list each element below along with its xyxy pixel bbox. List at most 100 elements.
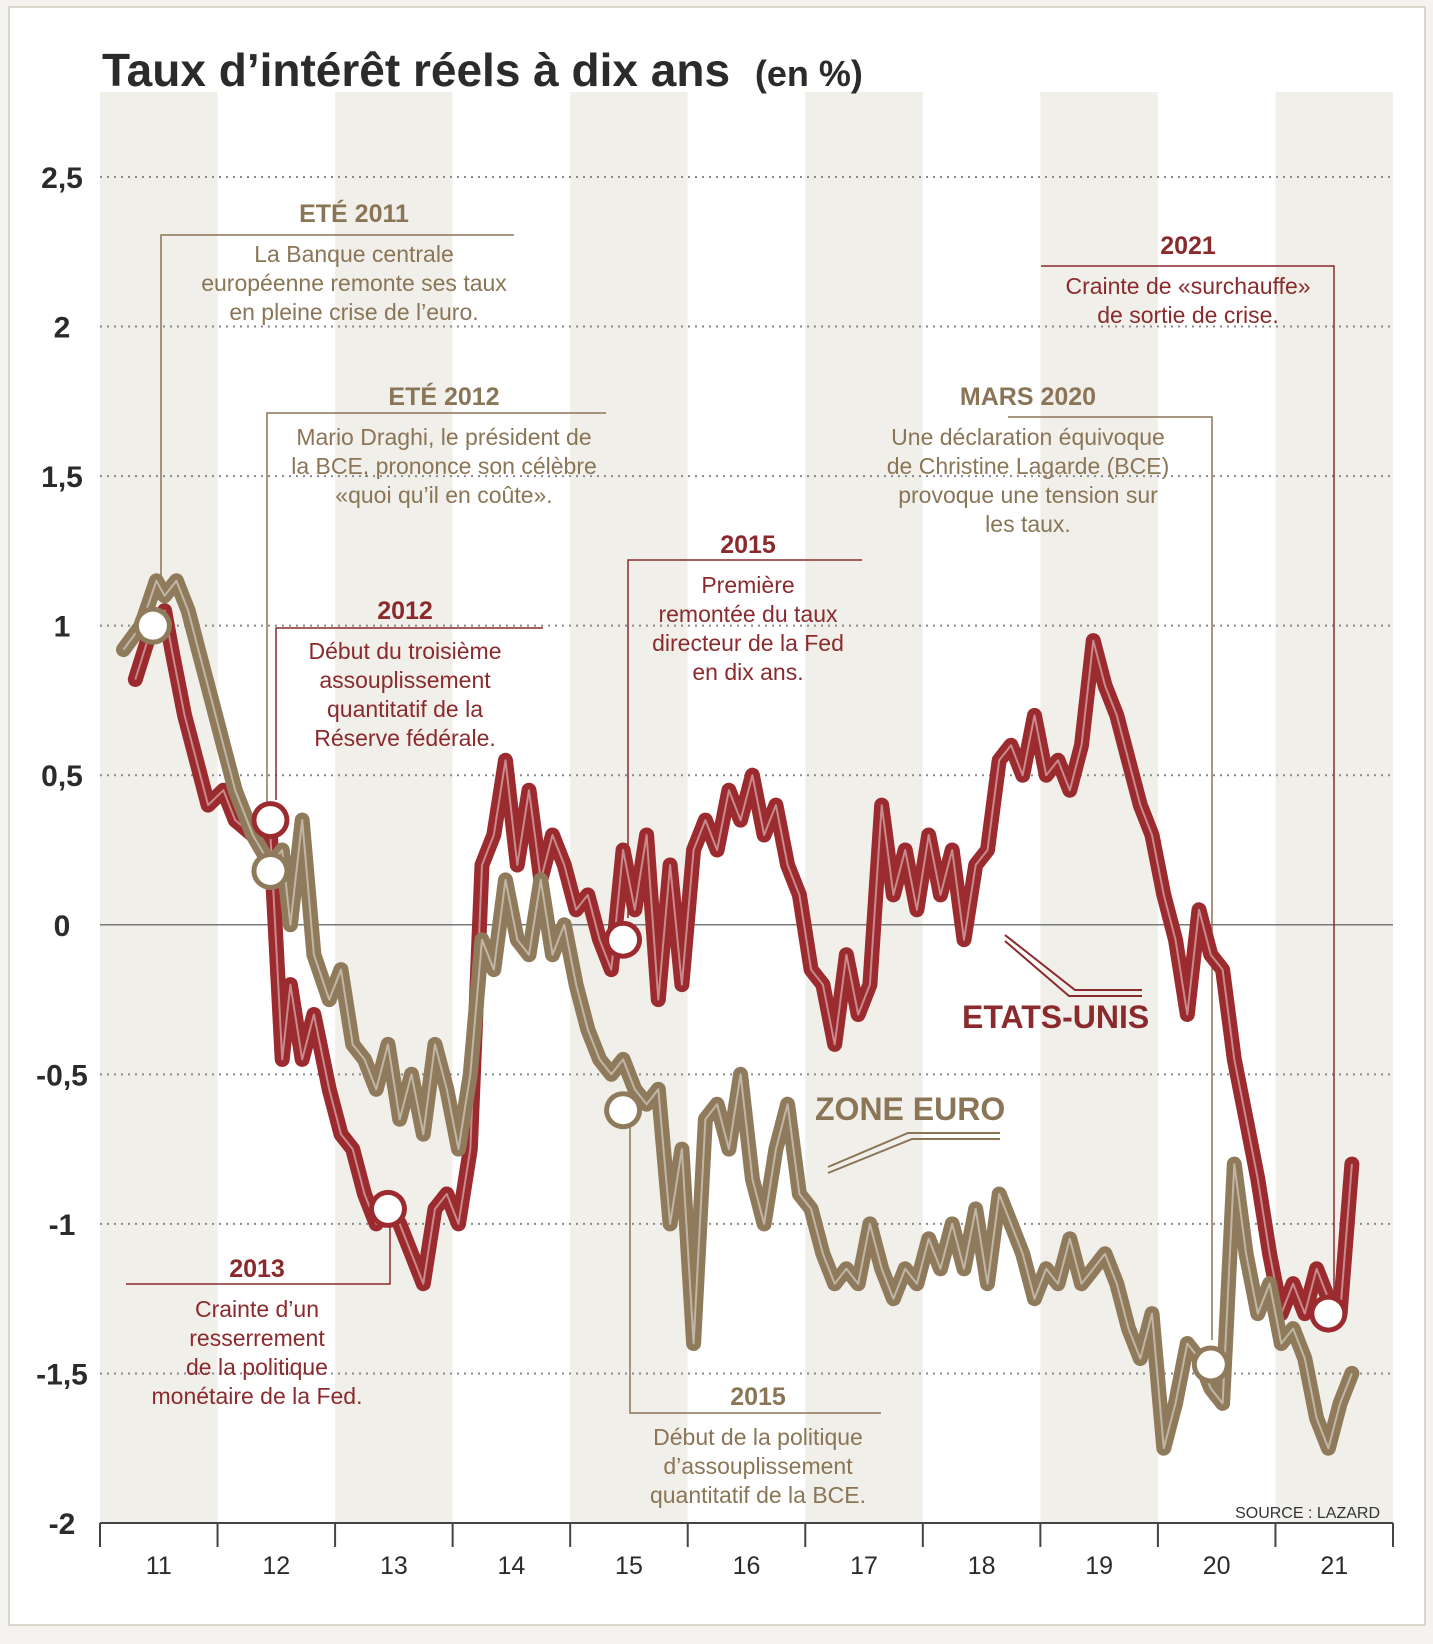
y-tick-labels: 2,5 2 1,5 1 0,5 0 -0,5 -1 -1,5 -2 bbox=[36, 162, 88, 1541]
series-label-eu: ZONE EURO bbox=[815, 1091, 1005, 1174]
x-tick-label: 20 bbox=[1203, 1552, 1231, 1580]
annotation-line: en pleine crise de l’euro. bbox=[229, 299, 478, 325]
annotation-leaders bbox=[126, 234, 1335, 1414]
annotation-title: 2015 bbox=[720, 531, 776, 559]
annotation-line: européenne remonte ses taux bbox=[201, 270, 507, 296]
annotation-line: quantitatif de la bbox=[327, 696, 483, 722]
series-line-highlight bbox=[122, 579, 1353, 1450]
annotation-leader bbox=[275, 627, 543, 800]
annotation-leader bbox=[126, 1215, 391, 1285]
annotation-line: Première bbox=[701, 572, 794, 598]
axes bbox=[99, 1522, 1394, 1547]
annotation-line: quantitatif de la BCE. bbox=[650, 1482, 866, 1508]
event-marker-core bbox=[609, 1096, 638, 1125]
event-marker-core bbox=[256, 806, 285, 835]
annotation-leader bbox=[627, 559, 862, 918]
event-marker-core bbox=[609, 925, 638, 954]
year-band bbox=[805, 92, 923, 1523]
x-tick-label: 16 bbox=[733, 1552, 761, 1580]
event-marker bbox=[368, 1189, 407, 1228]
annotation-line: assouplissement bbox=[319, 667, 491, 693]
annotation-us-2021: 2021 Crainte de «surchauffe» de sortie de … bbox=[1065, 232, 1310, 328]
annotation-title: 2021 bbox=[1160, 232, 1216, 260]
annotations: ETÉ 2011 La Banque centrale européenne rem… bbox=[152, 199, 1311, 1508]
annotation-leader bbox=[629, 1115, 881, 1414]
x-tick-label: 19 bbox=[1085, 1552, 1113, 1580]
annotation-line: de la politique bbox=[186, 1354, 328, 1380]
series-line bbox=[127, 603, 1360, 1322]
event-marker bbox=[604, 920, 643, 959]
y-tick-label: -2 bbox=[49, 1508, 76, 1541]
year-band bbox=[922, 92, 1041, 1523]
annotation-line: remontée du taux bbox=[658, 601, 838, 627]
series-label-eu-text: ZONE EURO bbox=[815, 1091, 1005, 1127]
annotation-leader bbox=[1041, 265, 1335, 1300]
annotation-line: Crainte d’un bbox=[195, 1296, 319, 1322]
chart-title-unit: (en %) bbox=[755, 53, 863, 94]
annotation-line: Début du troisième bbox=[308, 638, 501, 664]
x-tick-label: 13 bbox=[380, 1552, 408, 1580]
annotation-line: Mario Draghi, le président de bbox=[296, 424, 591, 450]
annotation-line: Une déclaration équivoque bbox=[891, 424, 1165, 450]
x-tick-label: 11 bbox=[146, 1552, 172, 1580]
event-marker bbox=[1191, 1345, 1230, 1384]
annotation-ete-2011: ETÉ 2011 La Banque centrale européenne rem… bbox=[201, 199, 507, 325]
series-us bbox=[127, 603, 1360, 1322]
series-line bbox=[116, 573, 1360, 1456]
x-tick-label: 17 bbox=[850, 1552, 878, 1580]
x-tick-label: 14 bbox=[498, 1552, 526, 1580]
annotation-us-2013: 2013 Crainte d’un resserrement de la politi… bbox=[152, 1255, 363, 1409]
series-eu bbox=[116, 573, 1360, 1456]
annotation-line: Crainte de «surchauffe» bbox=[1065, 273, 1310, 299]
y-tick-label: -0,5 bbox=[36, 1059, 88, 1092]
annotation-line: directeur de la Fed bbox=[652, 630, 844, 656]
annotation-title: ETÉ 2012 bbox=[388, 382, 499, 411]
annotation-line: en dix ans. bbox=[692, 659, 803, 685]
year-band bbox=[570, 92, 688, 1523]
annotation-leader bbox=[1008, 416, 1213, 1340]
annotation-leader bbox=[266, 412, 606, 820]
x-tick-labels: 11 12 13 14 15 16 17 18 19 20 21 bbox=[146, 1552, 1348, 1580]
event-marker-core bbox=[138, 611, 167, 640]
chart-title-main: Taux d’intérêt réels à dix ans bbox=[102, 44, 730, 96]
y-tick-label: 1,5 bbox=[41, 461, 83, 494]
y-tick-label: 1 bbox=[54, 611, 71, 644]
event-marker bbox=[251, 801, 290, 840]
event-marker bbox=[251, 851, 290, 890]
event-marker-core bbox=[1314, 1299, 1343, 1328]
y-tick-label: 0 bbox=[54, 910, 71, 943]
annotation-eu-2015: 2015 Début de la politique d’assouplisseme… bbox=[650, 1383, 866, 1508]
annotation-line: les taux. bbox=[985, 511, 1071, 537]
annotation-us-2015: 2015 Première remontée du taux directeur de… bbox=[652, 531, 844, 685]
event-marker-core bbox=[373, 1194, 402, 1223]
event-marker bbox=[1309, 1294, 1348, 1333]
annotation-title: 2015 bbox=[730, 1383, 786, 1411]
series-lines bbox=[116, 573, 1360, 1456]
annotation-line: monétaire de la Fed. bbox=[152, 1383, 363, 1409]
event-marker-core bbox=[256, 856, 285, 885]
annotation-leader bbox=[160, 234, 514, 598]
annotation-line: resserrement bbox=[189, 1325, 325, 1351]
annotation-line: la BCE, prononce son célèbre bbox=[291, 453, 597, 479]
x-tick-label: 18 bbox=[968, 1552, 996, 1580]
source-note: SOURCE : LAZARD bbox=[1235, 1505, 1380, 1522]
annotation-title: ETÉ 2011 bbox=[299, 199, 409, 228]
x-tick-label: 12 bbox=[262, 1552, 290, 1580]
annotation-title: 2013 bbox=[229, 1255, 285, 1283]
y-tick-label: 2 bbox=[54, 312, 71, 345]
event-marker bbox=[133, 606, 172, 645]
annotation-line: provoque une tension sur bbox=[898, 482, 1158, 508]
event-marker-core bbox=[1196, 1350, 1225, 1379]
annotation-line: de sortie de crise. bbox=[1097, 302, 1279, 328]
annotation-line: Réserve fédérale. bbox=[314, 725, 496, 751]
series-line-highlight bbox=[134, 609, 1353, 1315]
y-tick-label: 2,5 bbox=[41, 162, 83, 195]
annotation-line: La Banque centrale bbox=[254, 241, 454, 267]
annotation-line: de Christine Lagarde (BCE) bbox=[887, 453, 1170, 479]
chart-title: Taux d’intérêt réels à dix ans (en %) bbox=[102, 44, 863, 96]
y-tick-label: -1,5 bbox=[36, 1358, 88, 1391]
annotation-line: d’assouplissement bbox=[663, 1453, 853, 1479]
annotation-mars-2020: MARS 2020 Une déclaration équivoque de Chr… bbox=[887, 383, 1170, 537]
y-tick-label: -1 bbox=[49, 1209, 76, 1242]
